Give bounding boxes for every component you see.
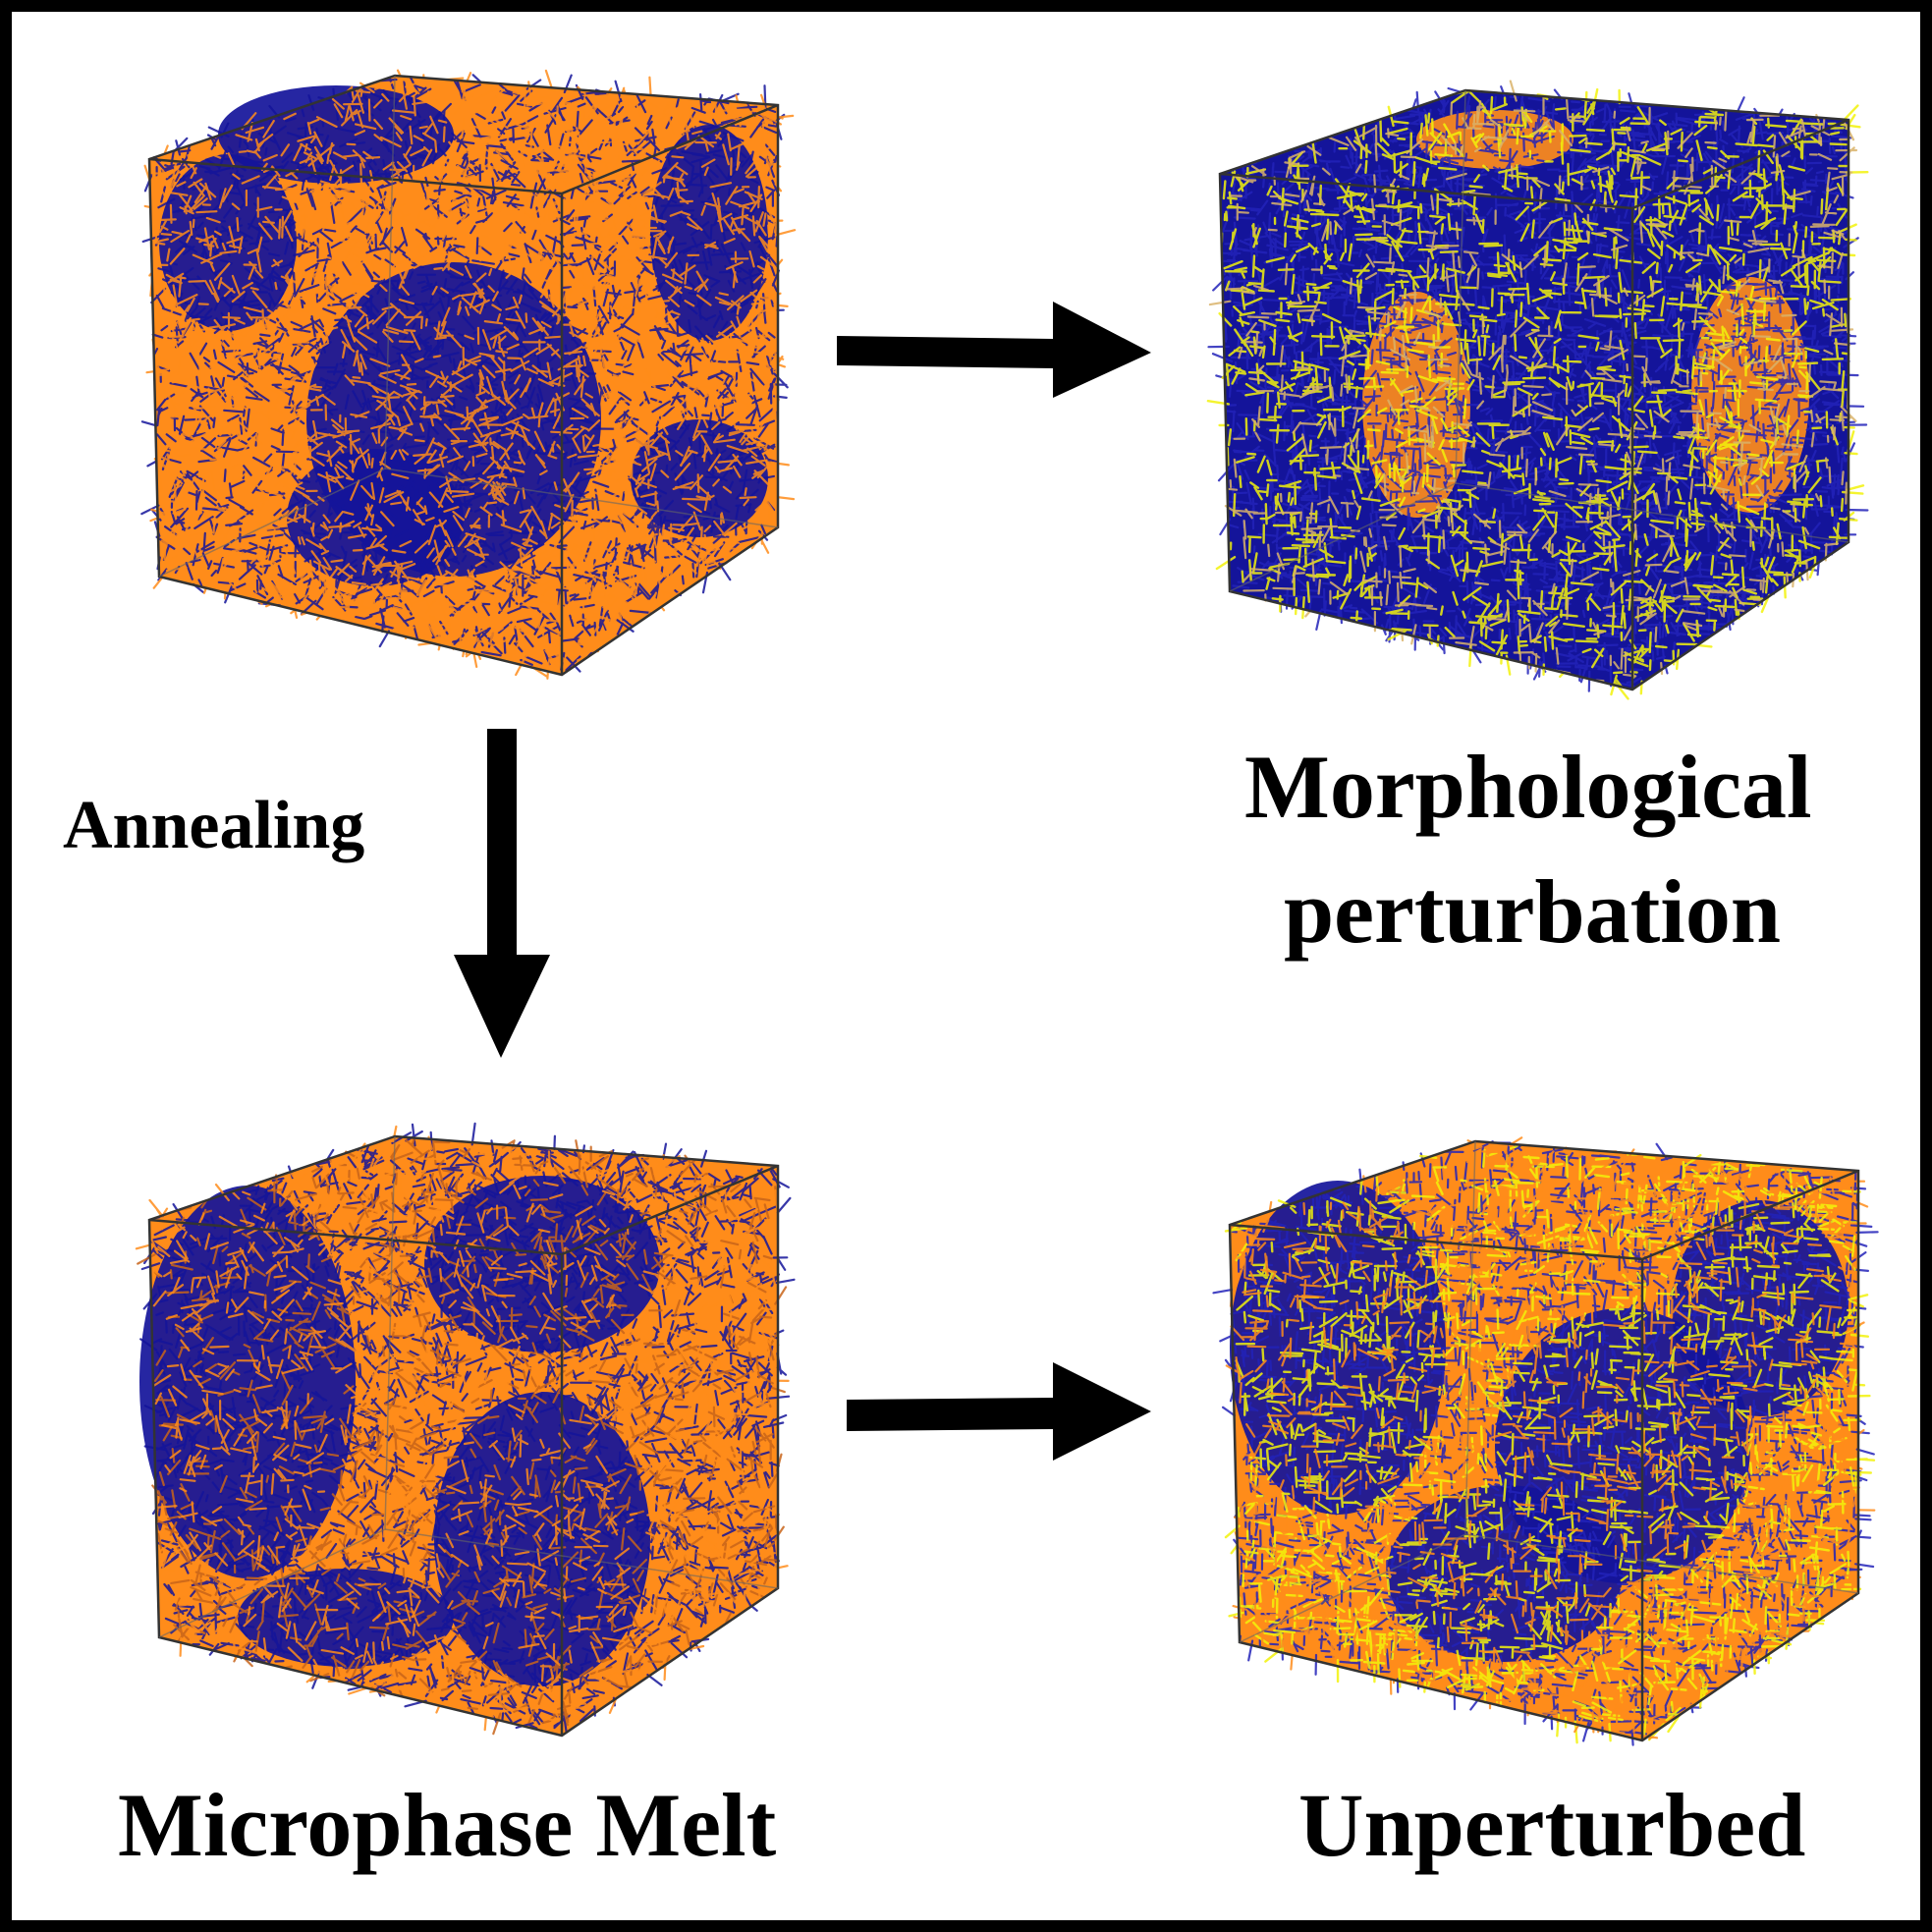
- top-right-arrow: [837, 302, 1151, 398]
- initial-melt-cube: [140, 69, 797, 680]
- perturbation-label: perturbation: [1284, 861, 1781, 962]
- microphase-melt-label: Microphase Melt: [118, 1775, 777, 1875]
- bottom-right-arrow-shape: [847, 1362, 1151, 1461]
- microphase-melt-cube: [135, 1122, 796, 1738]
- annealing-down-arrow: [454, 729, 550, 1058]
- bottom-right-arrow: [847, 1362, 1151, 1461]
- annealing-down-arrow-shape: [454, 729, 550, 1058]
- perturbed-cube: [1206, 80, 1869, 700]
- unperturbed-cube: [1212, 1136, 1879, 1746]
- annealing-label: Annealing: [63, 788, 365, 863]
- top-right-arrow-shape: [837, 302, 1151, 398]
- unperturbed-label: Unperturbed: [1298, 1775, 1806, 1875]
- morphological-label: Morphological: [1244, 737, 1812, 837]
